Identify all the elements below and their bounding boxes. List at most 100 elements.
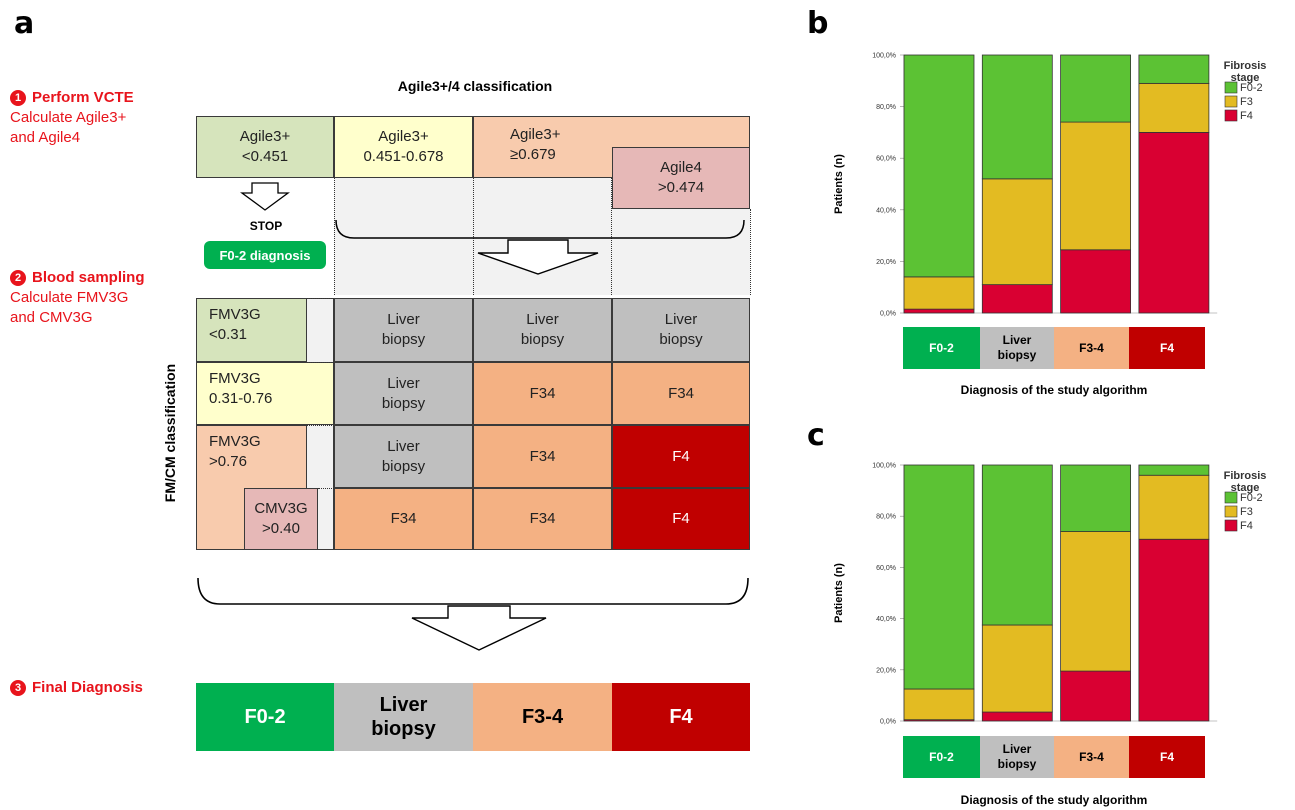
grid-cell-text: F4 [672,447,690,465]
grid-cell-r4-c2: F34 [473,488,612,550]
final-label: F4 [669,706,693,728]
chart-c-bar-f4-1 [981,711,1053,722]
chart-c-category-liver-biopsy: Liver biopsy [980,736,1054,778]
cmv3g-label: CMV3G [254,500,308,517]
grid-cell-text: Liver [387,311,420,328]
chart-c-legend-swatch [1224,491,1238,504]
chart-c-legend-label: F3 [1240,506,1253,518]
fmv3g-high-value: >0.76 [209,453,247,470]
grid-cell-r1-c2: Liver biopsy [473,298,612,362]
chart-b-bar-f4-2 [1060,249,1132,314]
grid-cell-text: biopsy [520,331,565,348]
step-1-line-2: and Agile4 [10,129,81,146]
category-label: biopsy [997,348,1037,362]
agile3-low-label: Agile3+ [239,128,291,145]
category-label: biopsy [997,757,1037,771]
grid-cell-text: F4 [672,510,690,527]
chart-c-xlabel: Diagnosis of the study algorithm [960,793,1148,807]
chart-c-bar-f3-3 [1138,474,1210,540]
chart-c-tick-label: 20,0% [876,667,896,674]
agile4-cell: Agile4 >0.474 [612,147,750,209]
final-diagnosis-f34: F3-4 [473,683,612,751]
grid-cell-r4-c1: F34 [334,488,473,550]
grid-cell-text: Liver [387,374,420,392]
grid-cell-text: biopsy [659,331,703,348]
grid-cell-text: F34 [529,384,556,402]
category-label: F3-4 [1079,340,1104,355]
chart-c-legend-title: stage [1231,482,1260,494]
chart-c-bar-f3-2 [1060,531,1132,672]
chart-b-tick-label: 100,0% [872,53,896,60]
dotted-divider [611,178,612,295]
chart-b-category-f34: F3-4 [1054,327,1129,369]
chart-c-bar-f0-2-2 [1060,464,1132,532]
step-3-title: Final Diagnosis [32,679,143,696]
chart-b-legend-swatch [1224,109,1238,122]
category-label: F4 [1159,340,1174,355]
grid-cell-text: Liver [387,437,420,455]
panel-letter-a: a [14,6,35,41]
final-diagnosis-liver-biopsy: Liver biopsy [334,683,473,751]
agile3-high-label: Agile3+ [510,126,561,143]
f02-diagnosis-badge: F0-2 diagnosis [204,241,326,269]
grid-cell-text: biopsy [381,457,426,475]
chart-c-bar-f0-2-0 [903,464,975,690]
grid-cell-r3-c1: Liver biopsy [334,425,473,488]
chart-b-legend-title: stage [1231,72,1260,84]
chart-b-bar-f3-1 [981,178,1053,286]
chart-b-legend-label: F3 [1240,96,1253,108]
step-2-number: 2 [10,270,26,286]
agile-classification-title: Agile3+/4 classification [397,78,553,94]
dotted-divider [307,425,334,426]
chart-c: Patients (n) 0,0% 20,0% 40,0% 60,0% 80,0% 100,… [833,463,1266,726]
chart-b-tick-label: 0,0% [880,311,896,318]
chart-c-tick-label: 40,0% [876,616,896,623]
fmv3g-mid-value: 0.31-0.76 [209,390,273,407]
step-1-line-1: Calculate Agile3+ [10,109,127,126]
chart-b-bar-f4-0 [903,308,975,314]
final-label: Liver [379,694,428,716]
chart-b-category-f4: F4 [1129,327,1205,369]
final-label: F3-4 [521,706,564,728]
agile3-high-value: ≥0.679 [510,146,556,163]
grid-cell-r2-c1: Liver biopsy [334,362,473,425]
agile4-value: >0.474 [657,179,705,196]
chart-b-legend-label: F4 [1240,110,1253,122]
chart-b-bar-f3-0 [903,276,975,310]
grid-cell-text: F34 [668,384,694,402]
agile3-mid-label: Agile3+ [378,128,429,145]
chart-b: Patients (n) 0,0% 20,0% 40,0% 60,0% 80,0% 100,… [833,53,1266,318]
chart-c-category-f34: F3-4 [1054,736,1129,778]
chart-c-legend-swatch [1224,519,1238,532]
chart-c-bar-f4-3 [1138,538,1210,722]
fmv3g-low-cell: FMV3G <0.31 [196,298,307,362]
chart-b-ylabel: Patients (n) [833,154,845,214]
chart-b-legend-label: F0-2 [1240,82,1263,94]
chart-b-tick-label: 20,0% [876,259,896,266]
step-2-title: Blood sampling [32,269,145,286]
cmv3g-value: >0.40 [262,520,300,537]
chart-b-xlabel: Diagnosis of the study algorithm [960,383,1148,397]
agile3-mid-value: 0.451-0.678 [363,148,444,165]
category-label: Liver [1002,333,1032,347]
chart-b-category-f02: F0-2 [903,327,980,369]
fmv3g-mid-cell: FMV3G 0.31-0.76 [196,362,334,425]
agile4-label: Agile4 [660,159,702,176]
chart-b-bar-f4-3 [1138,132,1210,314]
chart-b-tick-label: 80,0% [876,104,896,111]
chart-b-bar-f3-3 [1138,82,1210,133]
chart-b-bar-f4-1 [981,284,1053,314]
category-label: F4 [1159,749,1174,764]
chart-c-ylabel: Patients (n) [833,563,845,623]
agile3-low-value: <0.451 [241,148,289,165]
chart-c-category-f4: F4 [1129,736,1205,778]
chart-b-tick-label: 60,0% [876,156,896,163]
dotted-divider [318,488,334,489]
fmv3g-high-label: FMV3G [209,433,261,450]
agile3-low-cell: Agile3+ <0.451 [196,116,334,178]
grid-cell-r1-c1: Liver biopsy [334,298,473,362]
step-1-number: 1 [10,90,26,106]
dotted-divider [307,298,334,299]
chart-c-bar-f3-1 [981,624,1053,713]
final-label: biopsy [371,718,436,740]
